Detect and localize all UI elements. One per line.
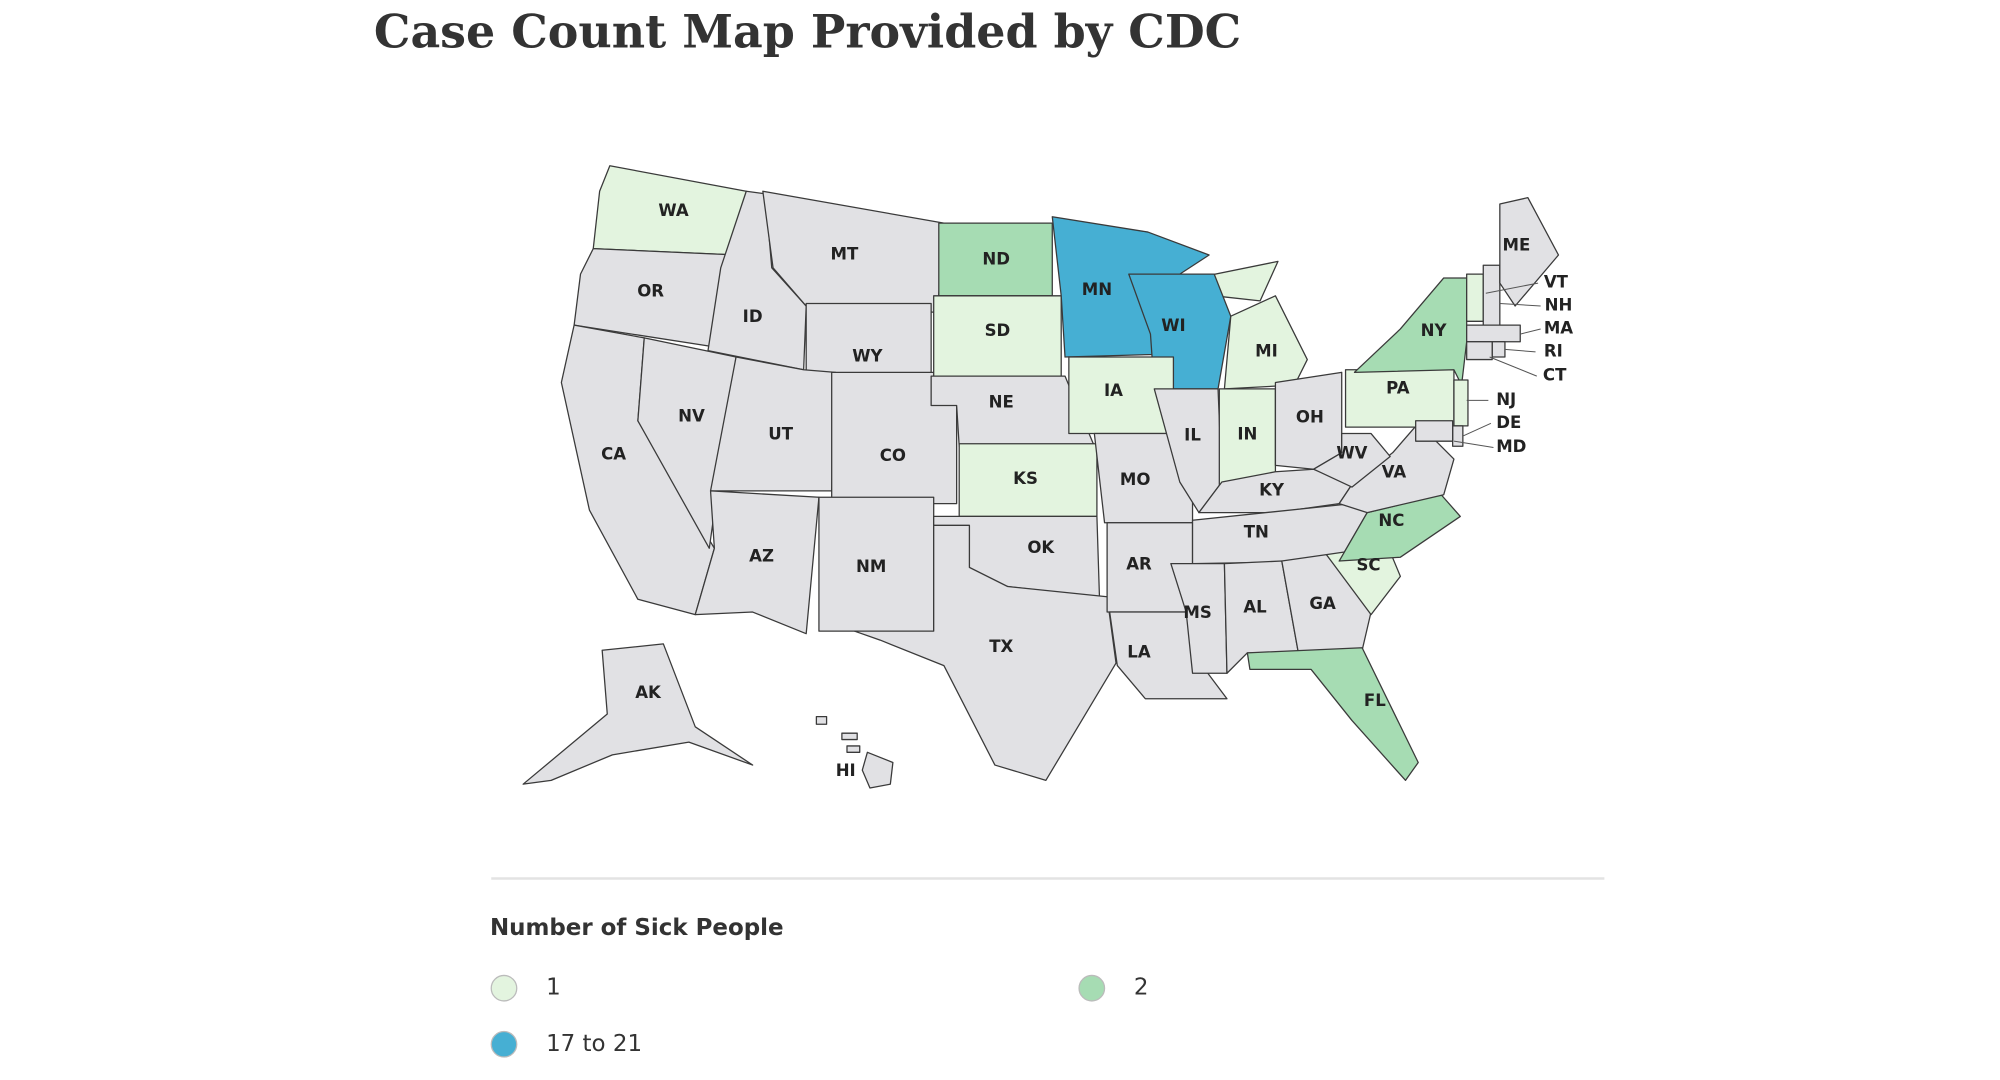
state-label: CA bbox=[601, 445, 626, 464]
state-shape bbox=[1338, 494, 1461, 562]
state-shape bbox=[1466, 273, 1484, 322]
state-label: WV bbox=[1336, 443, 1367, 462]
state-label: TX bbox=[989, 637, 1013, 656]
state-shape bbox=[1415, 420, 1454, 442]
legend-swatch bbox=[1078, 974, 1106, 1002]
state-shape bbox=[861, 751, 894, 789]
state-shape bbox=[854, 524, 1117, 781]
page-title: Case Count Map Provided by CDC bbox=[374, 5, 1241, 59]
state-shape bbox=[1499, 197, 1560, 307]
state-label: LA bbox=[1127, 642, 1151, 661]
leader-line bbox=[1489, 356, 1538, 377]
state-label: KS bbox=[1013, 469, 1038, 488]
state-shape bbox=[1246, 647, 1419, 781]
state-label: SD bbox=[985, 321, 1011, 340]
state-label: VT bbox=[1544, 273, 1569, 292]
state-label: RI bbox=[1544, 341, 1563, 360]
island bbox=[841, 732, 858, 741]
state-label: OH bbox=[1296, 408, 1324, 427]
state-shape bbox=[1353, 277, 1468, 386]
state-shape bbox=[1466, 324, 1521, 343]
state-label: MN bbox=[1082, 280, 1112, 299]
state-label: IL bbox=[1184, 426, 1201, 445]
state-shape bbox=[1170, 562, 1228, 674]
state-label: HI bbox=[836, 761, 856, 780]
state-label: AR bbox=[1126, 554, 1152, 573]
state-label: ND bbox=[982, 250, 1010, 269]
state-label: NE bbox=[989, 392, 1014, 411]
legend-label: 1 bbox=[546, 975, 561, 1001]
state-label: NY bbox=[1421, 321, 1448, 340]
state-label: MD bbox=[1496, 437, 1526, 456]
state-shape bbox=[1223, 295, 1308, 390]
state-label: DE bbox=[1496, 413, 1521, 432]
leader-line bbox=[1485, 282, 1539, 294]
state-label: CO bbox=[880, 446, 906, 465]
legend-swatch bbox=[490, 974, 518, 1002]
state-label: WI bbox=[1161, 316, 1185, 335]
state-label: IA bbox=[1104, 381, 1123, 400]
state-shape bbox=[1313, 432, 1391, 488]
state-label: TN bbox=[1244, 522, 1269, 541]
state-label: GA bbox=[1309, 594, 1336, 613]
leader-line bbox=[1499, 302, 1541, 307]
state-label: CT bbox=[1543, 366, 1567, 385]
state-label: MT bbox=[831, 245, 859, 264]
legend: 1 2 17 to 21 bbox=[490, 974, 1149, 1058]
legend-title: Number of Sick People bbox=[490, 915, 784, 941]
state-label: AZ bbox=[749, 547, 774, 566]
state-shape bbox=[831, 371, 958, 505]
state-label: NV bbox=[678, 406, 705, 425]
state-label: WA bbox=[658, 201, 689, 220]
state-label: VA bbox=[1382, 463, 1407, 482]
state-shape bbox=[573, 248, 738, 348]
state-label: IN bbox=[1237, 424, 1257, 443]
legend-label: 17 to 21 bbox=[546, 1031, 642, 1057]
state-label: AK bbox=[635, 683, 662, 702]
island bbox=[846, 745, 861, 753]
state-label: NC bbox=[1378, 511, 1404, 530]
state-label: UT bbox=[768, 424, 793, 443]
legend-label: 2 bbox=[1134, 975, 1149, 1001]
state-label: MA bbox=[1544, 318, 1573, 337]
state-label: NH bbox=[1545, 296, 1573, 315]
state-label: MI bbox=[1255, 341, 1278, 360]
us-map: WA OR CA NV ID MT WY UT CO AZ NM ND SD NE KS OK TX MN WI IA… bbox=[522, 165, 1573, 789]
state-label: ME bbox=[1503, 236, 1531, 255]
legend-swatch bbox=[490, 1030, 518, 1058]
leader-line bbox=[1462, 422, 1492, 437]
leader-line bbox=[1453, 440, 1494, 449]
state-label: AL bbox=[1243, 598, 1267, 617]
state-shape bbox=[1281, 554, 1372, 654]
leader-line bbox=[1520, 328, 1541, 335]
island bbox=[815, 715, 828, 725]
state-shape bbox=[522, 643, 754, 785]
state-label: OK bbox=[1027, 538, 1055, 557]
state-label: FL bbox=[1364, 691, 1386, 710]
state-label: NJ bbox=[1496, 390, 1516, 409]
state-label: NM bbox=[856, 557, 886, 576]
state-label: SC bbox=[1356, 556, 1380, 575]
state-label: WY bbox=[852, 347, 883, 366]
state-shape bbox=[1482, 264, 1501, 326]
state-shape bbox=[1453, 379, 1469, 427]
state-label: PA bbox=[1386, 378, 1410, 397]
leader-line bbox=[1504, 348, 1536, 353]
state-shape bbox=[1491, 341, 1506, 358]
state-shape bbox=[1466, 341, 1493, 361]
state-label: ID bbox=[743, 307, 763, 326]
state-label: MO bbox=[1120, 470, 1151, 489]
state-shape bbox=[1452, 425, 1464, 447]
state-label: OR bbox=[637, 281, 664, 300]
state-label: MS bbox=[1183, 603, 1211, 622]
state-label: KY bbox=[1259, 480, 1285, 499]
